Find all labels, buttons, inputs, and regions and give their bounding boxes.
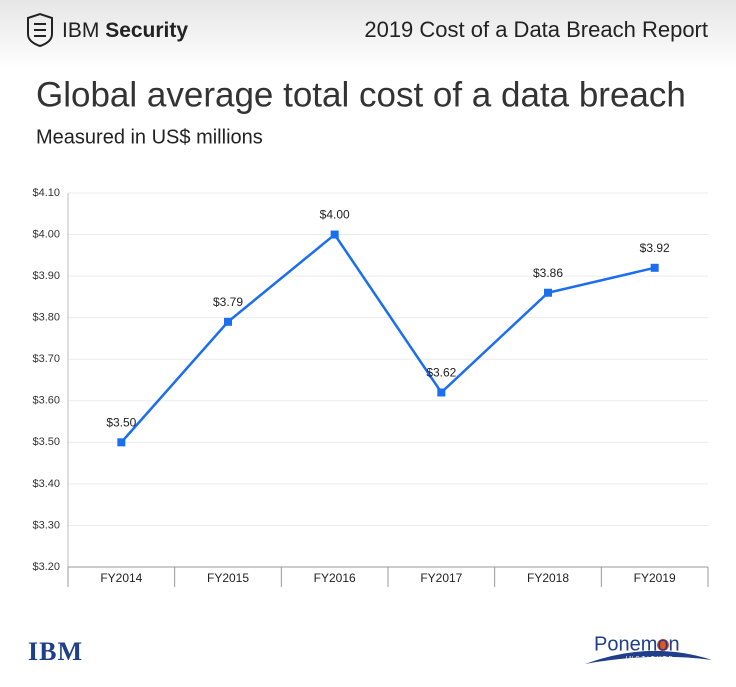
y-tick-label: $3.80 <box>32 312 60 324</box>
y-tick-label: $3.20 <box>32 561 60 573</box>
ponemon-swoosh <box>585 650 712 664</box>
point <box>224 317 232 326</box>
ponemon-sub: INSTITUTE <box>626 657 675 663</box>
value-label: $3.50 <box>106 416 136 430</box>
chart-title: Global average total cost of a data brea… <box>36 75 686 114</box>
y-tick-label: $4.10 <box>32 187 60 199</box>
ibm-security-icon <box>27 12 53 48</box>
y-tick-label: $3.90 <box>32 270 60 282</box>
value-label: $3.79 <box>213 295 243 309</box>
point <box>650 263 659 272</box>
line <box>120 232 655 444</box>
ibm-logo: IBM <box>28 637 83 666</box>
x-tick-label: FY2017 <box>420 571 462 585</box>
report-title: 2019 Cost of a Data Breach Report <box>364 17 708 42</box>
y-tick-label: $3.40 <box>32 478 60 490</box>
ponemon-dot <box>657 639 669 651</box>
x-tick-label: FY2014 <box>100 571 142 585</box>
brand: IBM Security <box>62 19 188 42</box>
value-label: $3.86 <box>533 266 563 280</box>
x-tick-label: FY2019 <box>634 571 676 585</box>
x-tick-label: FY2018 <box>527 571 569 585</box>
point <box>330 230 339 239</box>
point <box>544 288 552 297</box>
y-tick-label: $3.50 <box>32 436 60 448</box>
value-label: $4.00 <box>320 208 350 222</box>
y-tick-label: $3.30 <box>32 519 60 531</box>
ponemon-logo: Ponemon <box>594 633 680 655</box>
y-tick-label: $3.70 <box>32 353 60 365</box>
y-tick-label: $3.60 <box>32 395 60 407</box>
point <box>437 388 446 397</box>
x-tick-label: FY2016 <box>314 571 356 585</box>
plot: $3.20 $3.30 $3.40 $3.50 $3.60 $3.70 $3.80 $3.90… <box>32 187 709 587</box>
x-tick-label: FY2015 <box>207 571 249 585</box>
header-band <box>0 0 736 70</box>
value-label: $3.92 <box>640 241 670 255</box>
value-label: $3.62 <box>426 366 456 380</box>
point <box>117 438 126 447</box>
chart-subtitle: Measured in US$ millions <box>36 126 263 148</box>
y-tick-label: $4.00 <box>32 228 60 240</box>
